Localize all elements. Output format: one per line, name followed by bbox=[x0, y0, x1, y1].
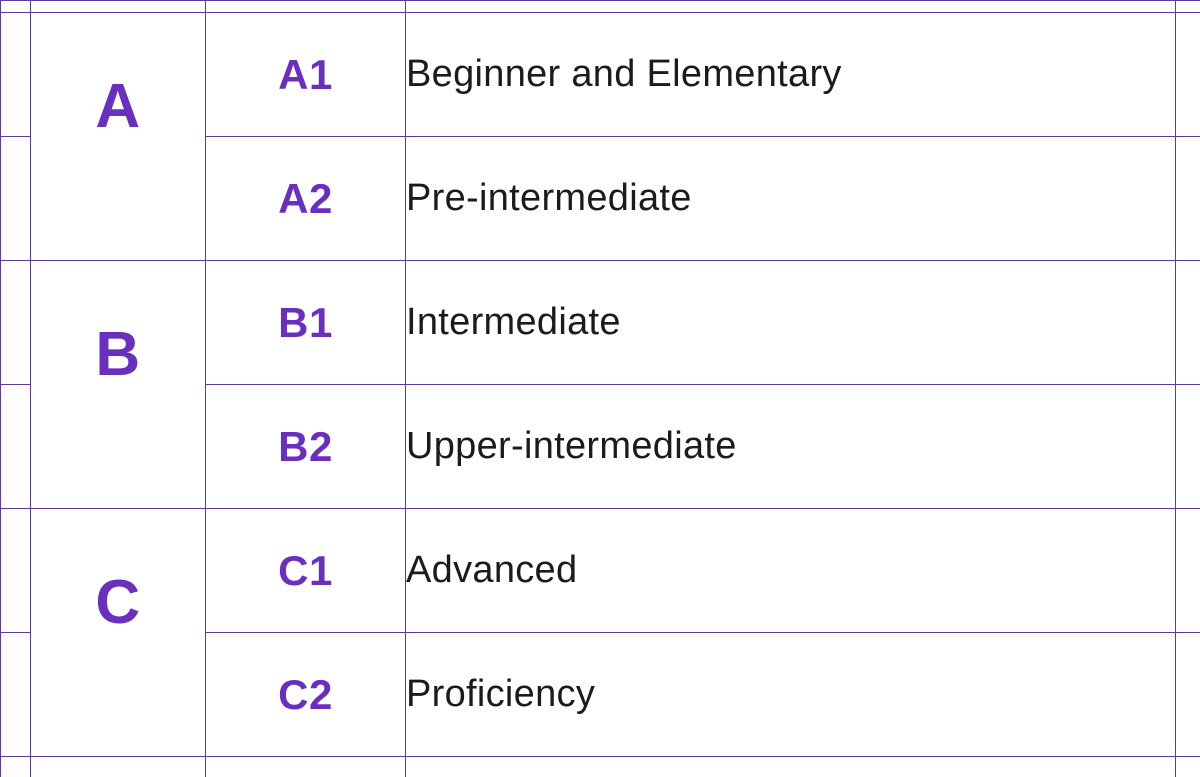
stub-cell bbox=[1, 261, 31, 385]
stub-cell bbox=[1, 1, 31, 13]
level-cell-b: B bbox=[31, 261, 206, 509]
level-cell-c: C bbox=[31, 509, 206, 757]
stub-cell bbox=[1, 385, 31, 509]
stub-cell bbox=[1176, 633, 1200, 757]
description-label: Upper-intermediate bbox=[406, 425, 737, 467]
stub-cell bbox=[206, 1, 406, 13]
level-label: C bbox=[95, 567, 140, 638]
description-cell-b2: Upper-intermediate bbox=[406, 385, 1176, 509]
stub-cell bbox=[31, 757, 206, 777]
description-cell-c2: Proficiency bbox=[406, 633, 1176, 757]
description-cell-a2: Pre-intermediate bbox=[406, 137, 1176, 261]
description-label: Proficiency bbox=[406, 673, 595, 715]
level-label: A bbox=[95, 71, 140, 142]
stub-cell bbox=[406, 1, 1176, 13]
stub-cell bbox=[1176, 137, 1200, 261]
description-label: Beginner and Elementary bbox=[406, 53, 842, 95]
table-row: C C1 Advanced bbox=[1, 509, 1200, 633]
stub-cell bbox=[31, 1, 206, 13]
sublevel-cell-a1: A1 bbox=[206, 13, 406, 137]
description-cell-b1: Intermediate bbox=[406, 261, 1176, 385]
stub-cell bbox=[1, 633, 31, 757]
stub-cell bbox=[1176, 757, 1200, 777]
sublevel-label: A1 bbox=[278, 51, 333, 98]
sublevel-cell-c2: C2 bbox=[206, 633, 406, 757]
stub-cell bbox=[1176, 261, 1200, 385]
level-label: B bbox=[95, 319, 140, 390]
sublevel-cell-b1: B1 bbox=[206, 261, 406, 385]
stub-cell bbox=[1, 757, 31, 777]
description-label: Intermediate bbox=[406, 301, 621, 343]
stub-cell bbox=[406, 757, 1176, 777]
stub-cell bbox=[1176, 1, 1200, 13]
description-cell-a1: Beginner and Elementary bbox=[406, 13, 1176, 137]
stub-cell bbox=[1, 509, 31, 633]
sublevel-cell-a2: A2 bbox=[206, 137, 406, 261]
sublevel-label: B1 bbox=[278, 299, 333, 346]
cefr-levels-table: A A1 Beginner and Elementary A2 Pre-inte… bbox=[0, 0, 1200, 777]
stub-cell bbox=[1, 13, 31, 137]
stub-cell bbox=[1176, 509, 1200, 633]
description-label: Pre-intermediate bbox=[406, 177, 692, 219]
table-row: B B1 Intermediate bbox=[1, 261, 1200, 385]
sublevel-cell-b2: B2 bbox=[206, 385, 406, 509]
description-label: Advanced bbox=[406, 549, 577, 591]
sublevel-label: C2 bbox=[278, 671, 333, 718]
sublevel-label: C1 bbox=[278, 547, 333, 594]
description-cell-c1: Advanced bbox=[406, 509, 1176, 633]
stub-cell bbox=[1, 137, 31, 261]
sublevel-cell-c1: C1 bbox=[206, 509, 406, 633]
sublevel-label: A2 bbox=[278, 175, 333, 222]
stub-cell bbox=[206, 757, 406, 777]
table-stub-row-bottom bbox=[1, 757, 1200, 777]
table-stub-row-top bbox=[1, 1, 1200, 13]
stub-cell bbox=[1176, 13, 1200, 137]
stub-cell bbox=[1176, 385, 1200, 509]
table-row: A A1 Beginner and Elementary bbox=[1, 13, 1200, 137]
level-cell-a: A bbox=[31, 13, 206, 261]
sublevel-label: B2 bbox=[278, 423, 333, 470]
